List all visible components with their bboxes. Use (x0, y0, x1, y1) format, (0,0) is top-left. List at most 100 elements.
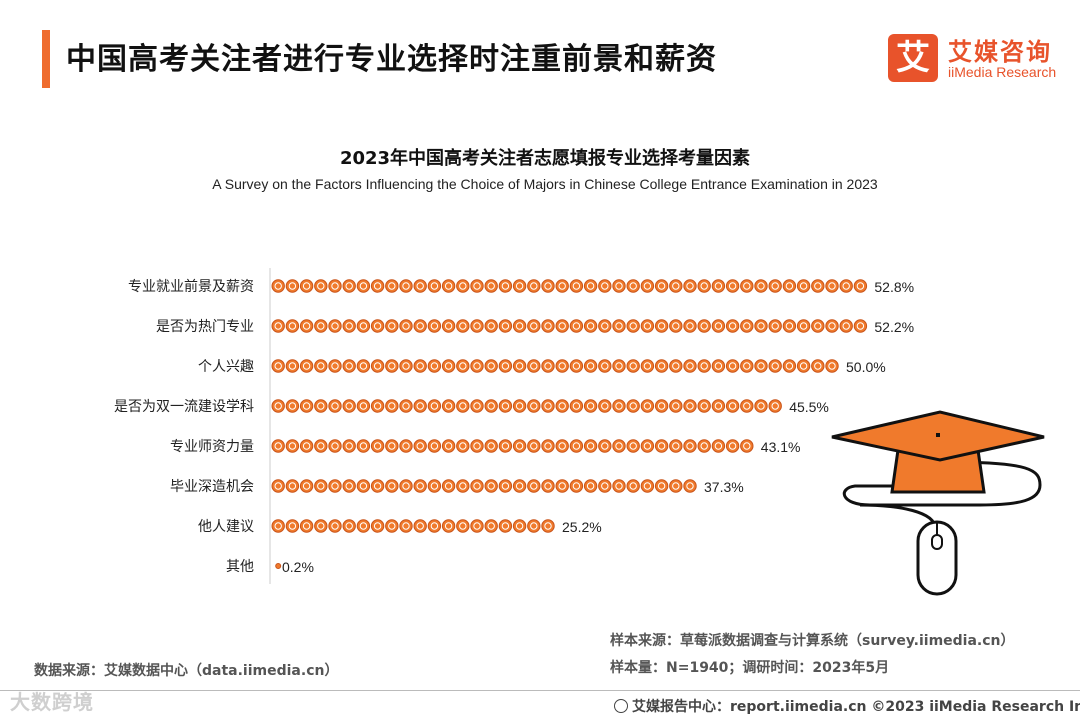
coin-mark-inner (345, 482, 353, 490)
coin-mark-inner (714, 282, 723, 290)
coin-mark-inner (501, 282, 510, 290)
coin-mark-inner (629, 282, 637, 290)
coin-mark-inner (345, 442, 353, 450)
coin-mark-inner (359, 442, 368, 450)
coin-mark-inner (686, 482, 694, 490)
coin-mark-inner (359, 402, 368, 410)
coin-mark-inner (799, 362, 808, 370)
coin-mark (598, 359, 612, 373)
coin-mark (385, 519, 399, 533)
coin-mark (654, 439, 669, 453)
coin-mark (683, 279, 697, 293)
coin-mark-inner (359, 522, 368, 530)
coin-mark (512, 519, 527, 533)
coin-mark-inner (743, 442, 751, 450)
coin-mark (399, 479, 413, 493)
coin-mark (342, 519, 356, 533)
coin-mark-inner (317, 482, 325, 490)
coin-mark (754, 399, 768, 413)
coin-mark (612, 319, 626, 333)
coin-mark (768, 399, 782, 413)
coin-mark-inner (572, 322, 581, 330)
coin-mark (725, 399, 740, 413)
coin-mark-inner (302, 402, 311, 410)
bar (271, 359, 839, 373)
coin-mark-inner (530, 402, 538, 410)
coin-mark-inner (700, 322, 708, 330)
coin-mark-inner (373, 522, 382, 530)
coin-mark-inner (572, 362, 581, 370)
coin-mark (654, 479, 669, 493)
coin-mark (385, 359, 399, 373)
coin-mark-inner (288, 482, 297, 490)
coin-mark (583, 319, 598, 333)
coin-mark (825, 359, 839, 373)
coin-mark-inner (515, 282, 524, 290)
coin-mark (669, 279, 683, 293)
coin-mark-inner (473, 362, 481, 370)
coin-mark-inner (828, 322, 836, 330)
coin-mark (285, 279, 300, 293)
coin-mark (271, 279, 285, 293)
coin-mark (555, 359, 569, 373)
coin-mark-inner (501, 522, 510, 530)
coin-mark-inner (586, 282, 595, 290)
coin-mark-inner (643, 442, 652, 450)
coin-mark-inner (657, 442, 666, 450)
coin-mark (583, 279, 598, 293)
coin-mark (669, 319, 683, 333)
coin-mark (484, 279, 498, 293)
coin-mark (782, 319, 797, 333)
coin-mark-inner (402, 402, 410, 410)
coin-mark-inner (473, 322, 481, 330)
footer-divider (0, 690, 1080, 691)
coin-mark (626, 439, 640, 453)
bar (271, 319, 868, 333)
coin-mark (328, 319, 342, 333)
coin-mark (612, 439, 626, 453)
coin-mark (484, 479, 498, 493)
coin-mark (385, 319, 399, 333)
logo-name-en: iiMedia Research (948, 64, 1057, 80)
coin-mark (328, 399, 342, 413)
coin-mark-inner (757, 362, 765, 370)
coin-mark-inner (672, 282, 680, 290)
coin-mark (811, 359, 825, 373)
coin-mark-inner (743, 322, 751, 330)
coin-mark (441, 279, 456, 293)
category-label: 专业师资力量 (170, 439, 254, 455)
coin-mark (299, 439, 314, 453)
coin-mark (441, 439, 456, 453)
coin-mark-inner (728, 362, 737, 370)
coin-mark-inner (643, 482, 652, 490)
coin-mark (654, 359, 669, 373)
coin-mark (498, 519, 513, 533)
coin-mark (811, 319, 825, 333)
coin-mark-inner (274, 442, 282, 450)
coin-mark (456, 399, 470, 413)
coin-mark (413, 359, 427, 373)
chart-bars (271, 279, 868, 569)
coin-mark (427, 319, 442, 333)
coin-mark (456, 519, 470, 533)
coin-mark (427, 439, 442, 453)
coin-mark-inner (416, 482, 424, 490)
coin-mark-inner (359, 362, 368, 370)
coin-mark (470, 399, 484, 413)
logo-mark: 艾 (888, 34, 938, 82)
coin-mark (342, 439, 356, 453)
coin-mark-inner (388, 402, 396, 410)
coin-mark-inner (345, 362, 353, 370)
coin-mark (498, 439, 513, 453)
coin-mark-inner (714, 322, 723, 330)
coin-mark-inner (373, 322, 382, 330)
coin-mark (328, 279, 342, 293)
coin-mark-inner (558, 442, 566, 450)
coin-mark (470, 319, 484, 333)
coin-mark-inner (530, 322, 538, 330)
coin-mark (754, 359, 768, 373)
coin-mark-inner (615, 322, 623, 330)
coin-mark (711, 319, 726, 333)
coin-mark-inner (700, 282, 708, 290)
